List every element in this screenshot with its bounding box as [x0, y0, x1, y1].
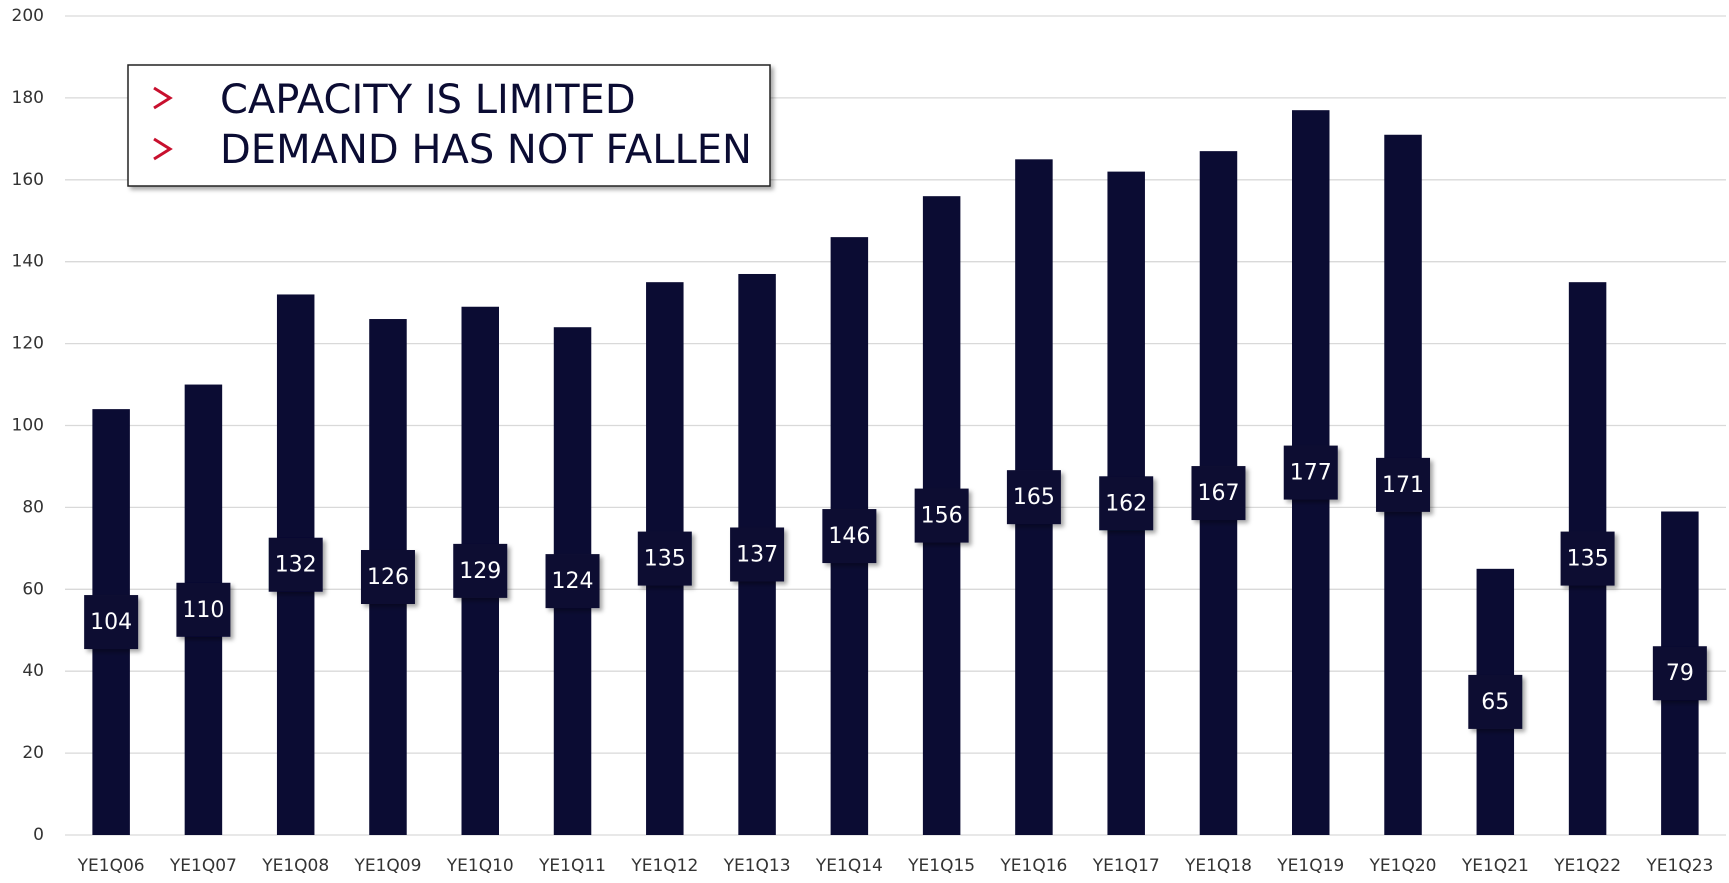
x-tick-label: YE1Q20	[1369, 856, 1437, 876]
bars: YE1Q06 104 YE1Q07 110 YE1Q08 132 YE1Q09 126 YE1Q…	[77, 110, 1713, 876]
value-label-box	[1468, 674, 1523, 729]
value-label-box	[914, 488, 969, 543]
value-label-box	[1283, 445, 1338, 500]
value-label: 124	[552, 569, 594, 594]
x-tick-label: YE1Q21	[1461, 856, 1529, 876]
value-label-box	[268, 537, 323, 592]
y-tick-label: 140	[12, 252, 44, 272]
value-label: 104	[90, 610, 132, 635]
value-label: 65	[1481, 690, 1509, 715]
x-tick-label: YE1Q12	[630, 856, 698, 876]
value-label-box	[1652, 646, 1707, 701]
value-label: 146	[828, 524, 870, 549]
value-label-box	[84, 595, 139, 650]
y-tick-label: 120	[12, 334, 44, 354]
x-tick-label: YE1Q15	[907, 856, 975, 876]
value-label: 137	[736, 542, 778, 567]
value-label: 177	[1290, 461, 1332, 486]
x-tick-label: YE1Q14	[815, 856, 883, 876]
annotation-box	[127, 64, 771, 187]
value-label: 167	[1197, 481, 1239, 506]
y-tick-label: 200	[12, 6, 44, 26]
value-label-box	[822, 509, 877, 564]
y-tick-label: 20	[22, 743, 44, 763]
value-label: 135	[644, 547, 686, 572]
value-label-box	[545, 554, 600, 609]
value-label: 129	[459, 559, 501, 584]
value-label-box	[360, 550, 415, 605]
value-label-box	[730, 527, 785, 582]
value-label: 171	[1382, 473, 1424, 498]
value-label: 132	[275, 553, 317, 578]
value-label: 135	[1567, 547, 1609, 572]
y-tick-label: 60	[22, 579, 44, 599]
y-tick-label: 40	[22, 661, 44, 681]
value-label: 162	[1105, 491, 1147, 516]
x-tick-label: YE1Q08	[261, 856, 329, 876]
y-tick-label: 0	[33, 825, 44, 845]
annotation-line: DEMAND HAS NOT FALLEN	[220, 127, 752, 173]
x-tick-label: YE1Q13	[723, 856, 791, 876]
x-tick-label: YE1Q07	[169, 856, 237, 876]
annotation-line: CAPACITY IS LIMITED	[220, 77, 636, 123]
x-tick-label: YE1Q23	[1645, 856, 1713, 876]
x-tick-label: YE1Q06	[77, 856, 145, 876]
value-label: 79	[1666, 661, 1694, 686]
x-tick-label: YE1Q19	[1276, 856, 1344, 876]
y-tick-label: 100	[12, 416, 44, 436]
x-tick-label: YE1Q17	[1092, 856, 1160, 876]
x-tick-label: YE1Q09	[353, 856, 421, 876]
value-label: 156	[921, 504, 963, 529]
value-label-box	[1191, 466, 1246, 521]
value-label-box	[1099, 476, 1154, 531]
value-label-box	[637, 531, 692, 586]
value-label-box	[453, 543, 508, 598]
value-label-box	[1006, 470, 1061, 525]
bullet	[153, 137, 173, 161]
value-label: 126	[367, 565, 409, 590]
value-label-box	[176, 582, 231, 637]
y-tick-label: 160	[12, 170, 44, 190]
value-label-box	[1376, 457, 1431, 512]
x-tick-label: YE1Q22	[1553, 856, 1621, 876]
y-tick-label: 80	[22, 497, 44, 517]
value-label-box	[1560, 531, 1615, 586]
bullet	[153, 86, 173, 110]
annotation: CAPACITY IS LIMITED DEMAND HAS NOT FALLE…	[127, 64, 771, 187]
x-tick-label: YE1Q18	[1184, 856, 1252, 876]
value-label: 165	[1013, 485, 1055, 510]
y-tick-label: 180	[12, 88, 44, 108]
x-tick-label: YE1Q11	[538, 856, 606, 876]
value-label: 110	[182, 598, 224, 623]
x-tick-label: YE1Q10	[446, 856, 514, 876]
x-tick-label: YE1Q16	[999, 856, 1067, 876]
